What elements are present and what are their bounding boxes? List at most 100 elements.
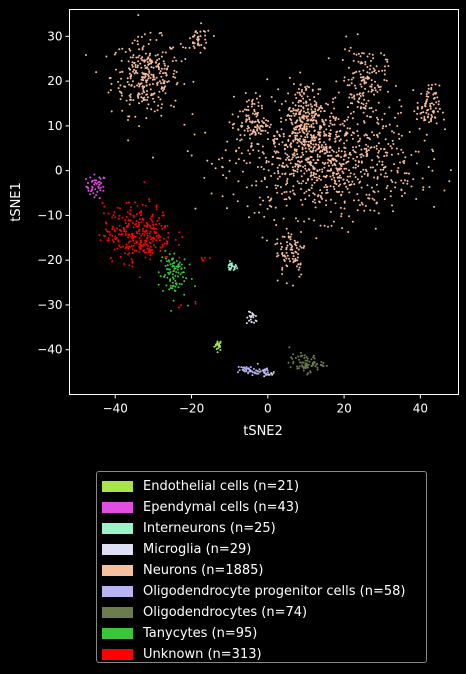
data-point xyxy=(166,81,169,83)
data-point xyxy=(273,135,276,137)
data-point xyxy=(355,53,358,56)
data-point xyxy=(255,320,258,323)
data-point xyxy=(91,188,94,191)
data-point xyxy=(305,104,308,107)
data-point xyxy=(297,253,300,256)
data-point xyxy=(325,134,327,137)
data-point xyxy=(426,90,429,93)
legend-item: Tanycytes (n=95) xyxy=(102,623,426,644)
data-point xyxy=(245,370,248,373)
data-point xyxy=(286,178,289,180)
data-point xyxy=(321,168,324,171)
data-point xyxy=(422,111,425,114)
data-point xyxy=(303,125,306,128)
data-point xyxy=(337,118,340,120)
data-point xyxy=(255,115,258,118)
data-point xyxy=(262,168,265,171)
data-point xyxy=(438,107,441,110)
data-point xyxy=(429,102,432,105)
data-point xyxy=(386,60,389,63)
data-point xyxy=(399,111,402,114)
data-point xyxy=(168,268,171,271)
data-point xyxy=(233,122,236,125)
data-point xyxy=(400,189,403,192)
data-point xyxy=(400,105,403,108)
data-point xyxy=(448,180,451,183)
data-point xyxy=(258,211,260,214)
data-point xyxy=(396,171,399,174)
data-point xyxy=(174,238,177,241)
data-point xyxy=(300,141,302,144)
data-point xyxy=(362,154,365,157)
data-point xyxy=(141,76,143,79)
data-point xyxy=(298,365,301,368)
data-point xyxy=(136,84,139,87)
data-point xyxy=(359,180,362,183)
data-point xyxy=(300,354,303,357)
data-point xyxy=(333,176,336,179)
data-point xyxy=(192,45,195,48)
data-point xyxy=(431,148,434,151)
data-point xyxy=(124,219,127,222)
data-point xyxy=(333,182,336,185)
data-point xyxy=(376,84,379,87)
data-point xyxy=(214,344,217,347)
data-point xyxy=(170,309,173,312)
data-point xyxy=(128,103,131,106)
data-point xyxy=(295,97,298,99)
data-point xyxy=(118,229,121,231)
data-point xyxy=(300,246,303,249)
data-point xyxy=(277,157,280,160)
data-point xyxy=(363,120,365,123)
data-point xyxy=(316,170,319,173)
data-point xyxy=(172,46,175,49)
data-point xyxy=(359,55,362,58)
data-point xyxy=(149,38,152,41)
data-point xyxy=(374,80,377,83)
data-point xyxy=(422,188,425,191)
data-point xyxy=(164,249,167,252)
data-point xyxy=(236,267,239,270)
data-point xyxy=(98,176,101,179)
data-point xyxy=(346,187,349,190)
data-point xyxy=(299,71,302,74)
data-point xyxy=(420,117,423,119)
data-point xyxy=(258,121,261,124)
data-point xyxy=(128,67,130,70)
data-point xyxy=(261,120,264,123)
data-point xyxy=(286,145,289,148)
data-point xyxy=(323,147,326,150)
data-point xyxy=(119,84,122,87)
data-point xyxy=(359,73,362,76)
data-point xyxy=(172,270,175,273)
data-point xyxy=(162,72,165,75)
data-point xyxy=(371,166,374,169)
data-point xyxy=(329,145,332,148)
data-point xyxy=(259,95,261,98)
data-point xyxy=(436,110,439,113)
data-point xyxy=(316,195,319,198)
data-point xyxy=(365,143,368,146)
data-point xyxy=(267,373,270,376)
data-point xyxy=(113,211,116,213)
data-point xyxy=(319,224,322,227)
data-point xyxy=(363,82,366,85)
data-point xyxy=(292,169,295,172)
data-point xyxy=(303,110,305,113)
data-point xyxy=(142,79,144,82)
data-point xyxy=(412,89,415,92)
data-point xyxy=(271,373,274,376)
data-point xyxy=(339,183,342,186)
data-point xyxy=(370,90,373,93)
data-point xyxy=(137,56,140,59)
data-point xyxy=(427,113,430,116)
data-point xyxy=(333,107,335,110)
data-point xyxy=(427,87,430,90)
data-point xyxy=(300,135,303,138)
data-point xyxy=(308,194,311,197)
data-point xyxy=(100,182,103,184)
data-point xyxy=(150,215,153,218)
data-point xyxy=(173,56,176,59)
data-point xyxy=(436,96,439,99)
